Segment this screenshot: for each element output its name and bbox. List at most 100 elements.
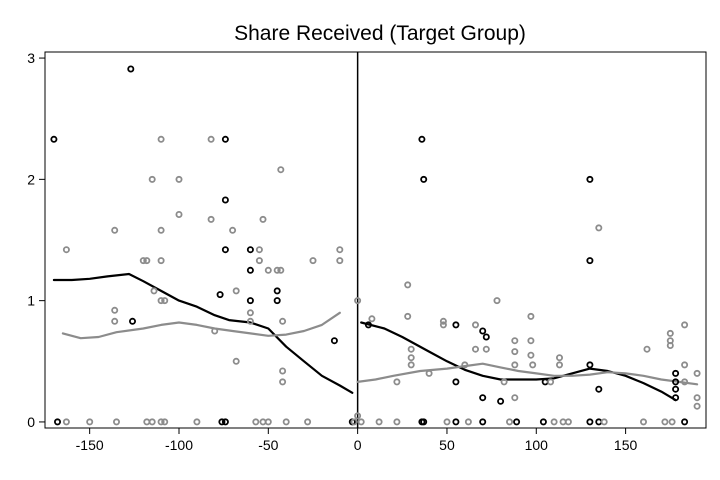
fit-line-2 [360, 321, 677, 402]
data-point-1 [425, 369, 433, 377]
data-point-0 [482, 333, 490, 341]
data-point-0 [497, 397, 505, 405]
data-point-0 [221, 135, 229, 143]
data-point-0 [273, 287, 281, 295]
data-point-1 [407, 354, 415, 362]
data-point-1 [282, 418, 290, 426]
data-point-0 [452, 418, 460, 426]
data-point-1 [232, 357, 240, 365]
data-point-1 [277, 166, 285, 174]
data-point-0 [418, 135, 426, 143]
data-point-0 [452, 378, 460, 386]
data-point-0 [479, 418, 487, 426]
data-point-1 [113, 418, 121, 426]
data-point-1 [279, 367, 287, 375]
data-point-1 [157, 257, 165, 265]
data-point-1 [668, 418, 676, 426]
data-point-1 [143, 418, 151, 426]
data-point-1 [439, 321, 447, 329]
fit-line-1 [61, 311, 341, 340]
data-point-1 [157, 226, 165, 234]
data-point-1 [681, 378, 689, 386]
data-point-0 [221, 418, 229, 426]
data-point-1 [273, 266, 281, 274]
fit-line-0 [52, 272, 354, 394]
data-point-1 [157, 297, 165, 305]
data-point-1 [350, 418, 358, 426]
data-point-1 [527, 351, 535, 359]
data-point-0 [672, 369, 680, 377]
x-tick-label: -100 [165, 437, 193, 453]
data-point-1 [279, 378, 287, 386]
data-point-0 [586, 257, 594, 265]
data-point-1 [407, 345, 415, 353]
data-point-1 [193, 418, 201, 426]
data-point-0 [672, 385, 680, 393]
data-point-0 [541, 378, 549, 386]
data-point-1 [232, 287, 240, 295]
data-point-1 [111, 306, 119, 314]
data-point-1 [357, 418, 365, 426]
data-point-0 [672, 394, 680, 402]
data-point-1 [252, 418, 260, 426]
data-point-1 [157, 135, 165, 143]
y-tick-label: 1 [27, 293, 35, 309]
data-point-1 [393, 378, 401, 386]
data-point-0 [246, 246, 254, 254]
y-tick-label: 3 [27, 50, 35, 66]
data-point-1 [264, 418, 272, 426]
fit-lines-layer [52, 272, 699, 402]
data-point-1 [461, 361, 469, 369]
data-point-1 [150, 287, 158, 295]
data-point-1 [471, 321, 479, 329]
data-point-0 [420, 418, 428, 426]
data-point-1 [643, 345, 651, 353]
data-point-1 [693, 402, 701, 410]
x-tick-label: 100 [525, 437, 549, 453]
data-point-1 [111, 226, 119, 234]
data-point-0 [330, 337, 338, 345]
x-tick-label: 150 [614, 437, 638, 453]
data-point-0 [586, 418, 594, 426]
x-tick-label: 50 [439, 437, 455, 453]
data-point-1 [246, 317, 254, 325]
data-point-1 [86, 418, 94, 426]
data-point-1 [527, 312, 535, 320]
data-point-1 [259, 215, 267, 223]
data-point-0 [586, 175, 594, 183]
data-point-0 [586, 361, 594, 369]
y-tick-label: 0 [27, 414, 35, 430]
data-point-1 [62, 418, 70, 426]
data-point-0 [452, 321, 460, 329]
data-point-1 [482, 345, 490, 353]
data-point-1 [336, 246, 344, 254]
data-point-0 [54, 418, 62, 426]
data-point-1 [368, 315, 376, 323]
data-point-1 [511, 394, 519, 402]
points-layer [50, 65, 701, 426]
data-point-1 [407, 361, 415, 369]
data-point-1 [309, 257, 317, 265]
x-tick-label: 0 [354, 437, 362, 453]
data-point-1 [511, 348, 519, 356]
data-point-0 [479, 394, 487, 402]
data-point-1 [279, 317, 287, 325]
data-point-0 [595, 418, 603, 426]
data-point-1 [143, 257, 151, 265]
data-point-1 [148, 418, 156, 426]
data-point-1 [111, 317, 119, 325]
data-point-0 [672, 378, 680, 386]
data-point-1 [693, 394, 701, 402]
data-point-1 [207, 135, 215, 143]
data-point-0 [50, 135, 58, 143]
data-point-1 [246, 309, 254, 317]
data-point-1 [666, 341, 674, 349]
data-point-1 [393, 418, 401, 426]
data-point-1 [354, 297, 362, 305]
data-point-1 [681, 361, 689, 369]
data-point-1 [277, 266, 285, 274]
data-point-1 [255, 246, 263, 254]
plot-frame [44, 51, 707, 429]
axes-layer: -150 -100 -50 0 50 100 150 0 1 2 3 [27, 50, 637, 453]
